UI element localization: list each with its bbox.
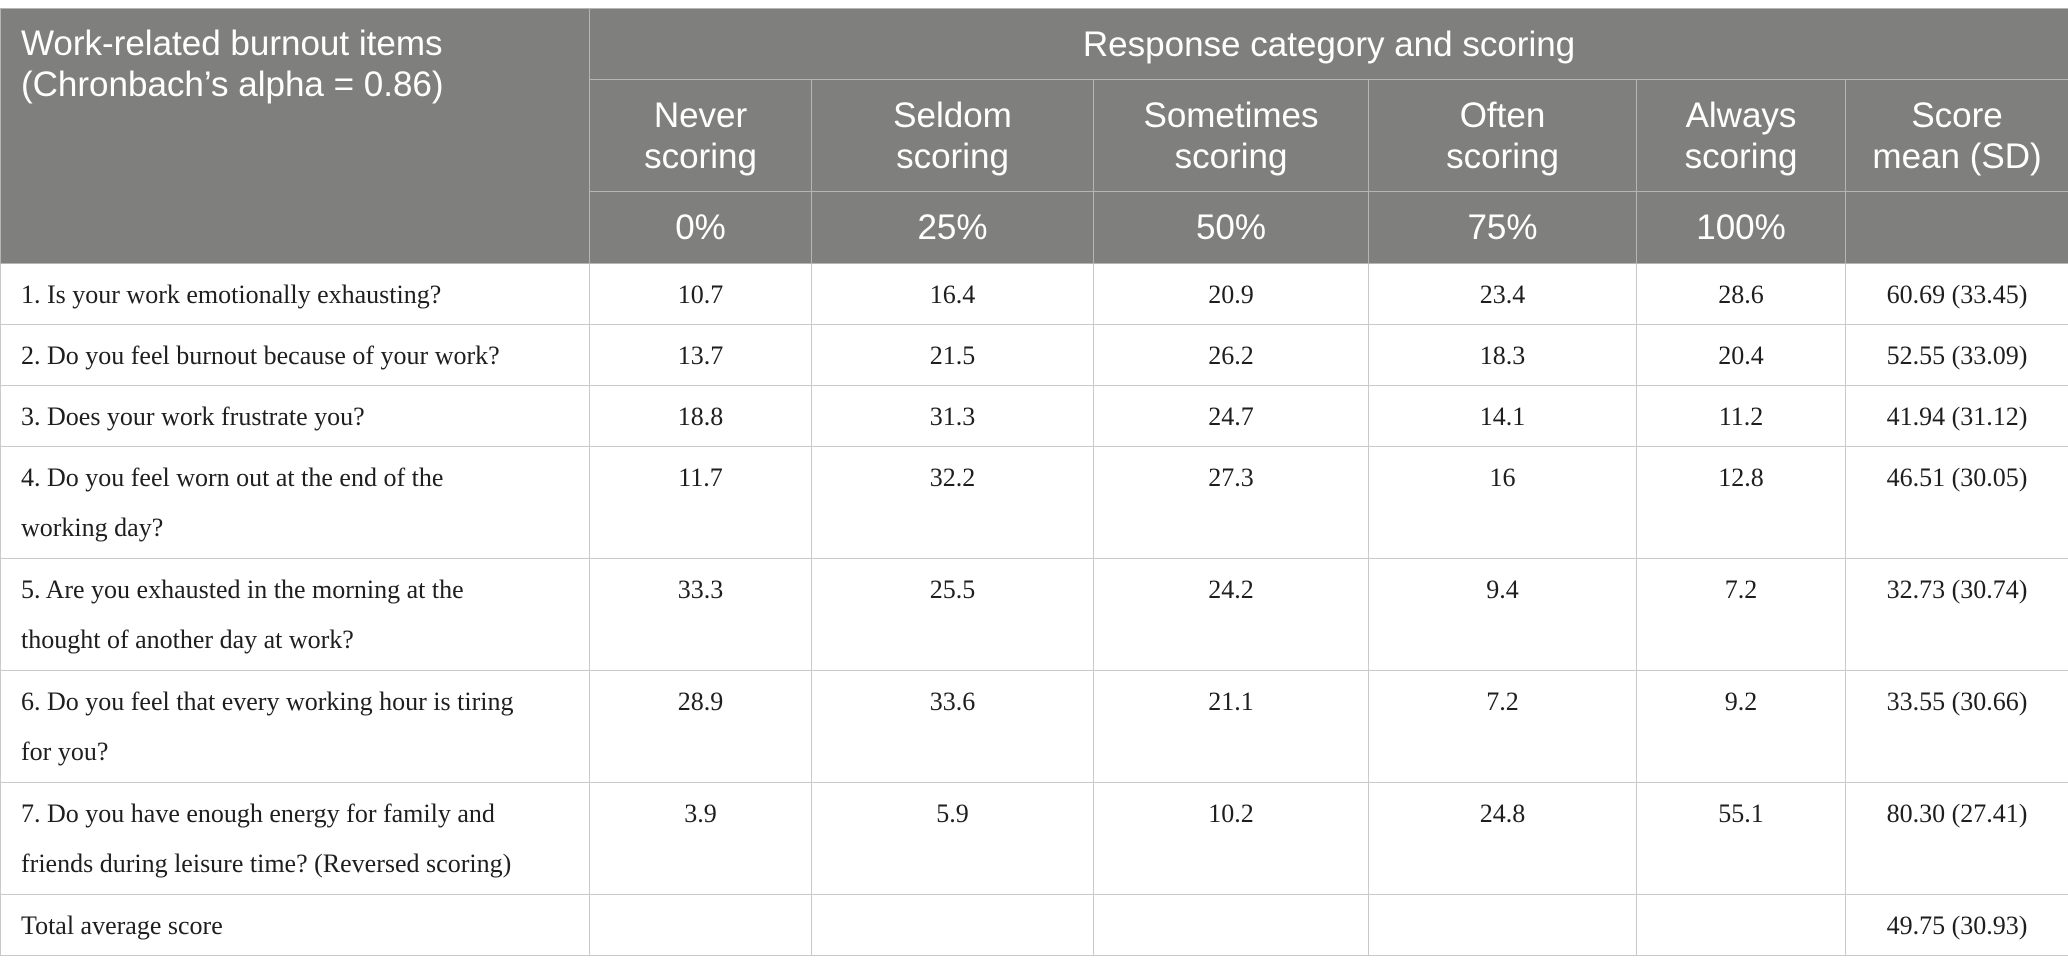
score-cell: 60.69 (33.45) [1844,263,2068,325]
table-header: Work-related burnout items (Chronbach’s … [0,8,2068,264]
items-header-line2: (Chronbach’s alpha = 0.86) [21,65,444,104]
value-cell: 24.2 [1093,558,1369,671]
table-row: 6. Do you feel that every working hour i… [0,670,2068,783]
item-cell: 6. Do you feel that every working hour i… [0,670,590,783]
value-cell: 20.9 [1093,263,1369,325]
always-column-header: Always scoring [1636,79,1846,192]
score-cell: 33.55 (30.66) [1844,670,2068,783]
items-header-line1: Work-related burnout items [21,24,443,63]
value-cell: 16 [1368,446,1637,559]
empty-cell [1093,894,1369,956]
score-column-header: Score mean (SD) [1844,79,2068,192]
value-cell: 31.3 [811,385,1094,447]
score-cell: 52.55 (33.09) [1844,324,2068,386]
value-cell: 28.6 [1636,263,1846,325]
value-cell: 11.2 [1636,385,1846,447]
value-cell: 24.7 [1093,385,1369,447]
value-cell: 11.7 [589,446,812,559]
score-cell: 46.51 (30.05) [1844,446,2068,559]
value-cell: 21.1 [1093,670,1369,783]
item-cell: 2. Do you feel burnout because of your w… [0,324,590,386]
often-column-header: Often scoring [1368,79,1637,192]
value-cell: 5.9 [811,782,1094,895]
value-cell: 24.8 [1368,782,1637,895]
never-pct-header: 0% [589,191,812,264]
value-cell: 3.9 [589,782,812,895]
item-cell: 7. Do you have enough energy for family … [0,782,590,895]
burnout-table: Work-related burnout items (Chronbach’s … [0,8,2068,956]
value-cell: 23.4 [1368,263,1637,325]
value-cell: 9.2 [1636,670,1846,783]
score-cell: 80.30 (27.41) [1844,782,2068,895]
table-body: 1. Is your work emotionally exhausting? … [0,263,2068,956]
total-row: Total average score 49.75 (30.93) [0,894,2068,956]
never-column-header: Never scoring [589,79,812,192]
table-row: 2. Do you feel burnout because of your w… [0,324,2068,386]
empty-cell [1636,894,1846,956]
seldom-pct-header: 25% [811,191,1094,264]
always-pct-header: 100% [1636,191,1846,264]
value-cell: 14.1 [1368,385,1637,447]
often-pct-header: 75% [1368,191,1637,264]
seldom-column-header: Seldom scoring [811,79,1094,192]
value-cell: 16.4 [811,263,1094,325]
table-row: 5. Are you exhausted in the morning at t… [0,558,2068,671]
sometimes-column-header: Sometimes scoring [1093,79,1369,192]
value-cell: 32.2 [811,446,1094,559]
value-cell: 25.5 [811,558,1094,671]
item-cell: 4. Do you feel worn out at the end of th… [0,446,590,559]
value-cell: 27.3 [1093,446,1369,559]
value-cell: 9.4 [1368,558,1637,671]
empty-cell [589,894,812,956]
table-row: 1. Is your work emotionally exhausting? … [0,263,2068,325]
value-cell: 55.1 [1636,782,1846,895]
value-cell: 21.5 [811,324,1094,386]
score-cell: 41.94 (31.12) [1844,385,2068,447]
value-cell: 10.2 [1093,782,1369,895]
table-row: 7. Do you have enough energy for family … [0,782,2068,895]
score-pct-header-empty [1844,191,2068,264]
value-cell: 26.2 [1093,324,1369,386]
response-category-header: Response category and scoring [588,8,2068,80]
table-row: 4. Do you feel worn out at the end of th… [0,446,2068,559]
item-cell: 3. Does your work frustrate you? [0,385,590,447]
empty-cell [1368,894,1637,956]
value-cell: 13.7 [589,324,812,386]
value-cell: 18.8 [589,385,812,447]
value-cell: 33.6 [811,670,1094,783]
value-cell: 28.9 [589,670,812,783]
sometimes-pct-header: 50% [1093,191,1369,264]
total-score-cell: 49.75 (30.93) [1844,894,2068,956]
item-cell: 5. Are you exhausted in the morning at t… [0,558,590,671]
table-row: 3. Does your work frustrate you? 18.8 31… [0,385,2068,447]
value-cell: 33.3 [589,558,812,671]
total-label: Total average score [0,894,590,956]
value-cell: 18.3 [1368,324,1637,386]
empty-cell [811,894,1094,956]
value-cell: 7.2 [1636,558,1846,671]
item-cell: 1. Is your work emotionally exhausting? [0,263,590,325]
value-cell: 7.2 [1368,670,1637,783]
value-cell: 20.4 [1636,324,1846,386]
items-column-header: Work-related burnout items (Chronbach’s … [0,8,590,264]
value-cell: 12.8 [1636,446,1846,559]
score-cell: 32.73 (30.74) [1844,558,2068,671]
value-cell: 10.7 [589,263,812,325]
